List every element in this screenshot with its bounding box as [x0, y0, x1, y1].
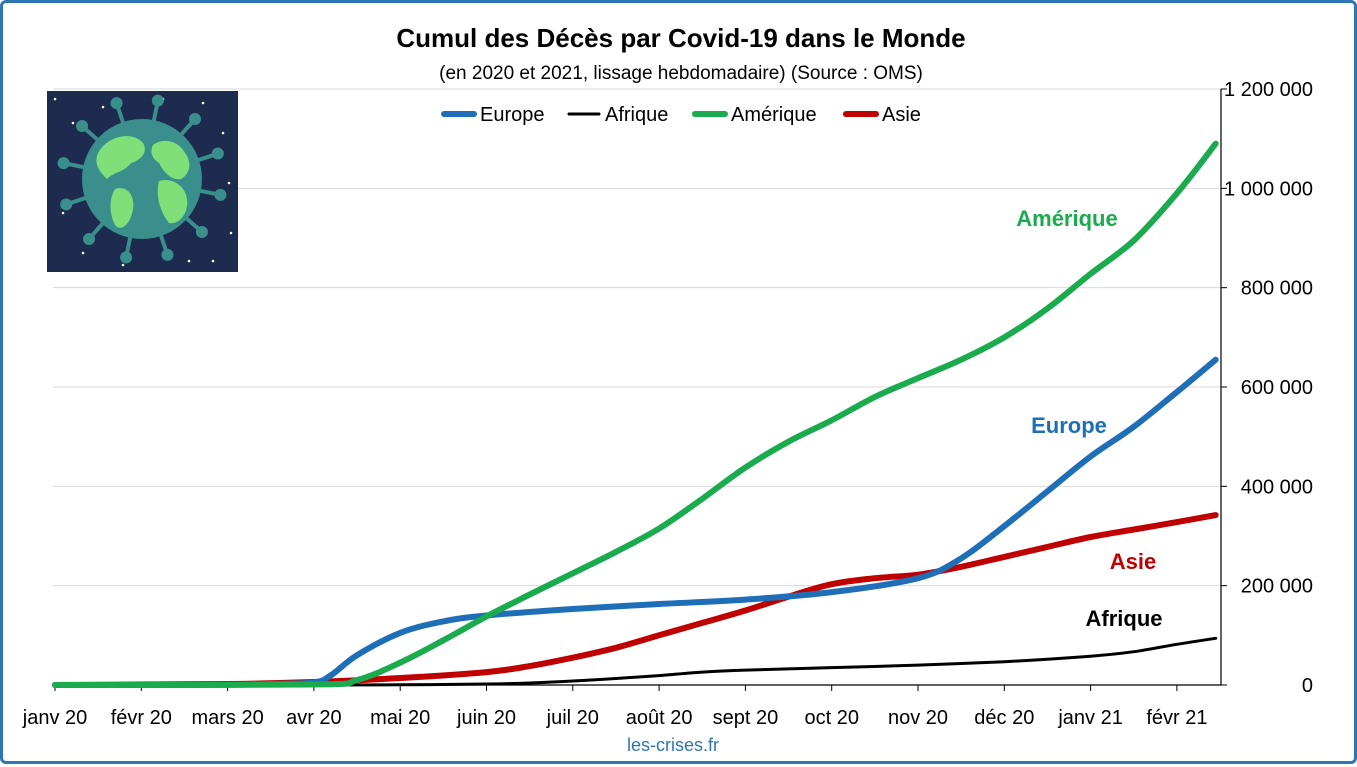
y-tick-label: 600 000: [1241, 377, 1313, 399]
star-dot: [121, 263, 125, 267]
x-tick-label: mai 20: [370, 707, 430, 729]
x-tick-label: juin 20: [456, 707, 516, 729]
star-dot: [81, 251, 85, 255]
annotation-europe: Europe: [1031, 413, 1107, 438]
y-tick-label: 200 000: [1241, 576, 1313, 598]
star-dot: [211, 259, 215, 263]
series-line-afrique: [53, 636, 1218, 687]
y-tick-label: 800 000: [1241, 278, 1313, 300]
x-tick-label: sept 20: [713, 707, 779, 729]
virus-spike-tip: [120, 251, 133, 264]
x-tick-label: janv 20: [22, 707, 88, 729]
virus-spike-tip: [161, 248, 174, 261]
star-dot: [53, 97, 57, 101]
series-line-europe: [52, 356, 1219, 689]
chart-title: Cumul des Décès par Covid-19 dans le Mon…: [396, 23, 965, 53]
x-tick-label: juil 20: [546, 707, 599, 729]
gridlines: [53, 88, 1227, 686]
continent-africa: [157, 179, 188, 224]
y-tick-label: 1 000 000: [1224, 178, 1313, 200]
x-tick-label: août 20: [626, 707, 693, 729]
legend-label-amerique: Amérique: [731, 104, 817, 126]
star-dot: [201, 101, 205, 105]
x-tick-label: avr 20: [286, 707, 342, 729]
y-tick-label: 0: [1302, 675, 1313, 697]
star-dot: [227, 181, 231, 185]
series-line-amerique: [52, 140, 1219, 689]
virus-spike-tip: [195, 225, 208, 238]
virus-spike-tip: [211, 147, 224, 160]
annotation-afrique: Afrique: [1086, 606, 1163, 631]
credit-text: les-crises.fr: [627, 735, 719, 755]
x-axis-tick-labels: janv 20 févr 20 mars 20 avr 20 mai 20 juin 20…: [22, 707, 1208, 729]
virus-spike-tip: [83, 232, 96, 245]
x-tick-label: déc 20: [974, 707, 1034, 729]
star-dot: [101, 105, 105, 109]
legend-label-afrique: Afrique: [605, 104, 668, 126]
x-tick-label: févr 20: [111, 707, 172, 729]
globe-virus-illustration: [47, 91, 238, 272]
x-tick-label: mars 20: [191, 707, 263, 729]
x-tick-label: janv 21: [1057, 707, 1123, 729]
continent-north-america: [96, 136, 145, 179]
series-lines: [52, 140, 1219, 689]
star-dot: [187, 259, 191, 263]
virus-spike-tip: [60, 198, 73, 211]
x-tick-label: nov 20: [888, 707, 948, 729]
legend: Europe Afrique Amérique Asie: [441, 104, 921, 126]
star-dot: [221, 131, 225, 135]
virus-spike-tip: [57, 157, 70, 170]
annotation-asie: Asie: [1110, 549, 1156, 574]
virus-spikes: [57, 94, 227, 264]
virus-spike-tip: [188, 113, 201, 126]
x-tick-label: oct 20: [804, 707, 858, 729]
series-line-asie: [52, 512, 1219, 688]
legend-label-europe: Europe: [480, 104, 545, 126]
chart-svg: Cumul des Décès par Covid-19 dans le Mon…: [22, 23, 1313, 755]
virus-spike-tip: [76, 120, 89, 133]
continent-europe: [151, 140, 190, 180]
globe-icon: [82, 119, 202, 239]
star-dot: [229, 231, 233, 235]
virus-spike-tip: [214, 188, 227, 201]
star-dot: [61, 211, 65, 215]
legend-label-asie: Asie: [882, 104, 921, 126]
virus-spike-tip: [110, 97, 123, 110]
y-tick-label: 1 200 000: [1224, 79, 1313, 101]
y-tick-label: 400 000: [1241, 476, 1313, 498]
annotation-amerique: Amérique: [1016, 206, 1117, 231]
series-annotations: Europe Afrique Amérique Asie: [1016, 206, 1162, 631]
chart-subtitle: (en 2020 et 2021, lissage hebdomadaire) …: [439, 63, 923, 84]
star-dot: [71, 121, 75, 125]
y-axis-tick-labels: 0 200 000 400 000 600 000 800 000 1 000 000 1 …: [1224, 79, 1313, 697]
continent-south-america: [110, 188, 134, 228]
x-tick-label: févr 21: [1146, 707, 1207, 729]
virus-spike-tip: [151, 94, 164, 107]
